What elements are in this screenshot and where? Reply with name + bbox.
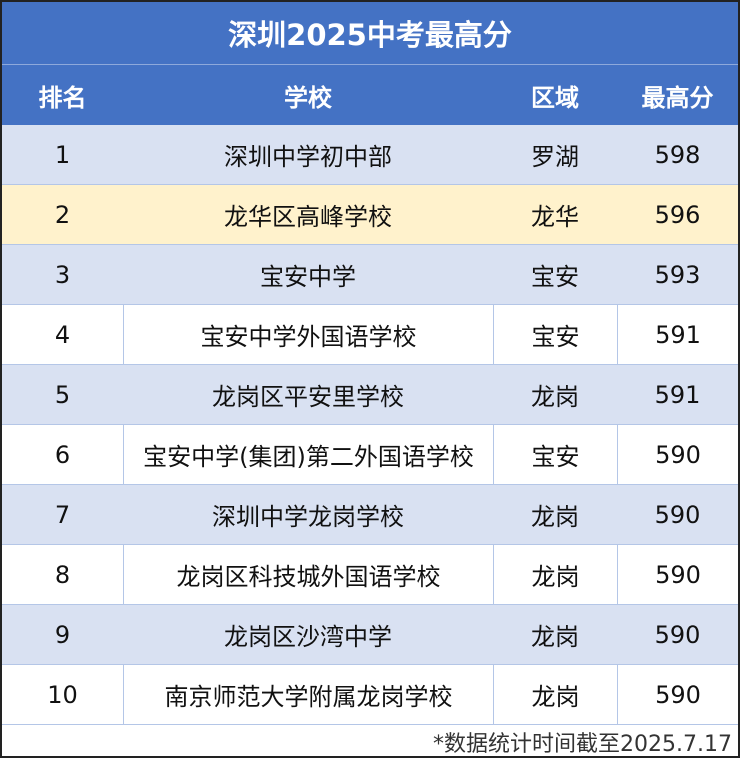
- table-row: 1 深圳中学初中部 罗湖 598: [2, 125, 738, 185]
- cell-school: 南京师范大学附属龙岗学校: [123, 665, 493, 724]
- table-row: 7 深圳中学龙岗学校 龙岗 590: [2, 485, 738, 545]
- cell-district: 宝安: [493, 305, 617, 364]
- cell-score: 590: [617, 665, 738, 724]
- header-score: 最高分: [641, 83, 714, 112]
- cell-school: 龙岗区科技城外国语学校: [123, 545, 493, 604]
- table-row: 6 宝安中学(集团)第二外国语学校 宝安 590: [2, 425, 738, 485]
- cell-rank: 7: [54, 500, 71, 529]
- header-row: 排名 学校 区域 最高分: [2, 65, 738, 125]
- header-district: 区域: [531, 83, 579, 112]
- cell-rank: 3: [54, 260, 71, 289]
- cell-district: 龙岗: [531, 623, 579, 651]
- cell-school: 宝安中学(集团)第二外国语学校: [123, 425, 493, 484]
- cell-rank: 10: [47, 680, 78, 709]
- cell-score: 593: [654, 260, 701, 289]
- cell-district: 罗湖: [531, 143, 579, 171]
- table-row: 8 龙岗区科技城外国语学校 龙岗 590: [2, 545, 738, 605]
- cell-rank: 8: [54, 560, 71, 589]
- cell-district: 龙岗: [531, 383, 579, 411]
- cell-school: 宝安中学外国语学校: [123, 305, 493, 364]
- table-row: 10 南京师范大学附属龙岗学校 龙岗 590: [2, 665, 738, 725]
- cell-rank: 1: [54, 140, 71, 169]
- footer-note: *数据统计时间截至2025.7.17: [433, 731, 732, 757]
- cell-school: 龙岗区平安里学校: [212, 383, 404, 411]
- cell-score: 590: [654, 500, 701, 529]
- cell-score: 590: [654, 620, 701, 649]
- table-row: 2 龙华区高峰学校 龙华 596: [2, 185, 738, 245]
- cell-rank: 6: [54, 440, 71, 469]
- cell-score: 598: [654, 140, 701, 169]
- cell-rank: 4: [54, 320, 71, 349]
- cell-rank: 2: [54, 200, 71, 229]
- cell-rank: 5: [54, 380, 71, 409]
- cell-district: 宝安: [493, 425, 617, 484]
- table-title: 深圳2025中考最高分: [2, 2, 738, 65]
- cell-score: 590: [617, 545, 738, 604]
- cell-school: 深圳中学龙岗学校: [212, 503, 404, 531]
- table-row: 4 宝安中学外国语学校 宝安 591: [2, 305, 738, 365]
- cell-school: 深圳中学初中部: [224, 143, 392, 171]
- cell-district: 龙岗: [531, 503, 579, 531]
- table-row: 3 宝安中学 宝安 593: [2, 245, 738, 305]
- cell-score: 590: [617, 425, 738, 484]
- header-school: 学校: [284, 83, 332, 112]
- table-row: 5 龙岗区平安里学校 龙岗 591: [2, 365, 738, 425]
- cell-score: 596: [654, 200, 701, 229]
- cell-district: 龙华: [531, 203, 579, 231]
- cell-district: 宝安: [531, 263, 579, 291]
- cell-school: 宝安中学: [260, 263, 356, 291]
- cell-school: 龙岗区沙湾中学: [224, 623, 392, 651]
- cell-district: 龙岗: [493, 545, 617, 604]
- cell-score: 591: [654, 380, 701, 409]
- cell-rank: 9: [54, 620, 71, 649]
- header-rank: 排名: [38, 83, 87, 112]
- cell-score: 591: [617, 305, 738, 364]
- table-row: 9 龙岗区沙湾中学 龙岗 590: [2, 605, 738, 665]
- cell-school: 龙华区高峰学校: [224, 203, 392, 231]
- cell-district: 龙岗: [493, 665, 617, 724]
